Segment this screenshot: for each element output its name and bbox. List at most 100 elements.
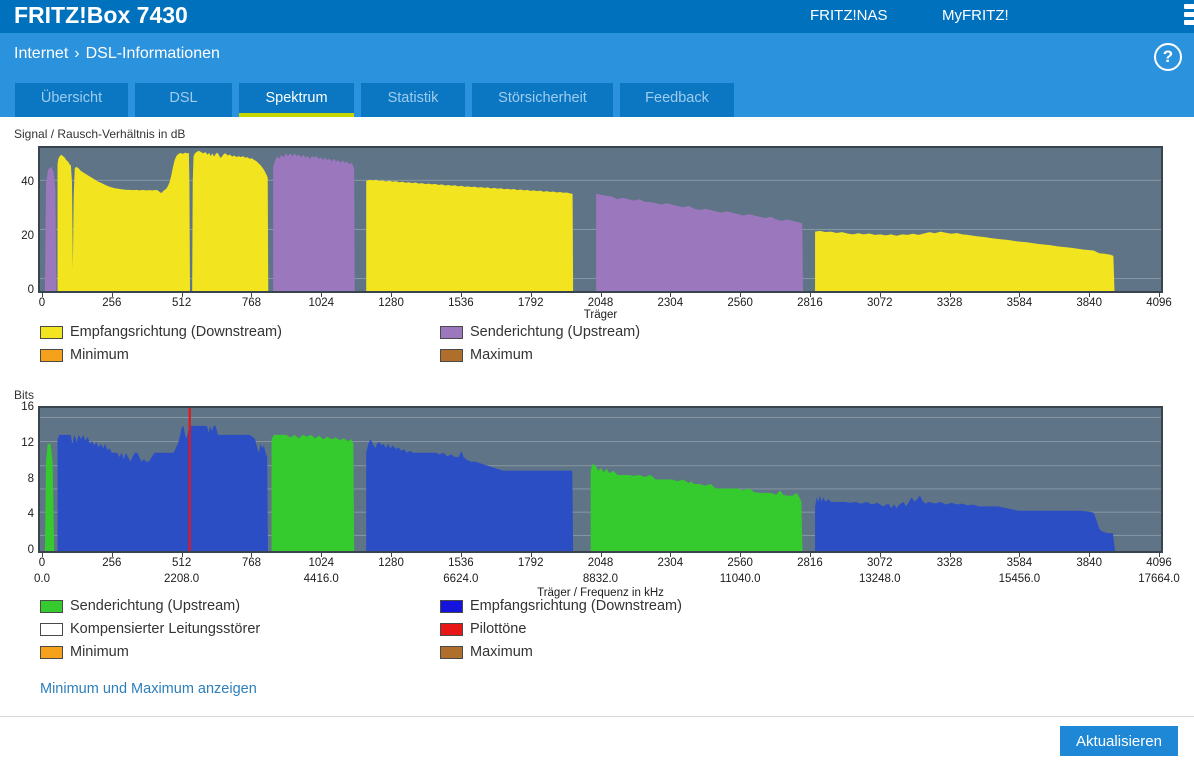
legend-item: Pilottöne — [440, 621, 880, 637]
legend-label: Minimum — [70, 347, 129, 363]
hamburger-menu-icon[interactable] — [1184, 4, 1194, 30]
x-tick-label: 4096 — [1127, 297, 1191, 309]
legend-item: Empfangsrichtung (Downstream) — [40, 324, 440, 340]
series-empfangsrichtung-downstream- — [815, 231, 1114, 291]
series-empfangsrichtung-downstream- — [366, 439, 573, 551]
tab-statistik[interactable]: Statistik — [361, 83, 465, 117]
refresh-button[interactable]: Aktualisieren — [1060, 726, 1178, 756]
x-tick-label: 1536 — [429, 297, 493, 309]
x-tick-label: 512 — [150, 557, 214, 569]
x-tick-label: 1024 — [289, 557, 353, 569]
legend-item: Kompensierter Leitungsstörer — [40, 621, 440, 637]
snr-chart — [38, 146, 1163, 293]
series-senderichtung-upstream- — [272, 435, 355, 551]
x-tick-label: 1024 — [289, 297, 353, 309]
tab-uebersicht[interactable]: Übersicht — [15, 83, 128, 117]
series-senderichtung-upstream- — [273, 153, 355, 291]
x-tick-label: 3840 — [1057, 297, 1121, 309]
snr-chart-legend: Empfangsrichtung (Downstream) Senderichtu… — [40, 324, 880, 363]
x-tick-label: 768 — [219, 297, 283, 309]
legend-item: Maximum — [440, 644, 880, 660]
legend-swatch — [40, 600, 63, 613]
x-tick-label: 3328 — [918, 557, 982, 569]
bits-chart — [38, 406, 1163, 553]
x-tick-label: 1792 — [499, 297, 563, 309]
y-tick-label: 0 — [6, 544, 34, 556]
series-empfangsrichtung-downstream- — [58, 151, 269, 291]
x-tick-khz-label: 6624.0 — [429, 573, 493, 585]
x-tick-khz-label: 2208.0 — [150, 573, 214, 585]
x-tick-label: 2816 — [778, 297, 842, 309]
legend-swatch — [440, 623, 463, 636]
sub-header-bar: Internet › DSL-Informationen ? ÜbersichtDS… — [0, 33, 1194, 117]
y-tick-label: 40 — [6, 176, 34, 188]
x-tick-label: 0 — [10, 297, 74, 309]
fritznas-link[interactable]: FRITZ!NAS — [810, 7, 888, 24]
legend-swatch — [440, 646, 463, 659]
x-tick-label: 2560 — [708, 297, 772, 309]
legend-item: Minimum — [40, 347, 440, 363]
x-tick-label: 2304 — [638, 557, 702, 569]
x-tick-label: 0 — [10, 557, 74, 569]
myfritz-link[interactable]: MyFRITZ! — [942, 7, 1009, 24]
app-title: FRITZ!Box 7430 — [14, 2, 188, 29]
y-tick-label: 0 — [6, 284, 34, 296]
x-tick-label: 2048 — [569, 297, 633, 309]
series-senderichtung-upstream- — [591, 463, 803, 551]
y-tick-label: 12 — [6, 437, 34, 449]
breadcrumb: Internet › DSL-Informationen — [14, 45, 220, 63]
tab-bar: ÜbersichtDSLSpektrumStatistikStörsicherh… — [15, 83, 734, 117]
legend-label: Maximum — [470, 644, 533, 660]
x-axis-label: Träger / Frequenz in kHz — [38, 587, 1163, 599]
top-header-bar: FRITZ!Box 7430 FRITZ!NAS MyFRITZ! — [0, 0, 1194, 33]
x-tick-khz-label: 13248.0 — [848, 573, 912, 585]
series-empfangsrichtung-downstream- — [58, 426, 268, 551]
tab-stoersicherheit[interactable]: Störsicherheit — [472, 83, 613, 117]
x-tick-khz-label: 15456.0 — [987, 573, 1051, 585]
series-empfangsrichtung-downstream- — [815, 496, 1115, 551]
show-minmax-link[interactable]: Minimum und Maximum anzeigen — [40, 681, 257, 697]
help-icon[interactable]: ? — [1154, 43, 1182, 71]
legend-label: Senderichtung (Upstream) — [470, 324, 640, 340]
y-tick-label: 4 — [6, 508, 34, 520]
tab-dsl[interactable]: DSL — [135, 83, 232, 117]
legend-label: Maximum — [470, 347, 533, 363]
legend-item: Maximum — [440, 347, 880, 363]
series-empfangsrichtung-downstream- — [366, 180, 573, 291]
breadcrumb-page: DSL-Informationen — [86, 45, 220, 62]
legend-item: Empfangsrichtung (Downstream) — [440, 598, 880, 614]
bits-chart-legend: Senderichtung (Upstream)Empfangsrichtung… — [40, 598, 880, 660]
x-tick-khz-label: 8832.0 — [569, 573, 633, 585]
footer-divider — [0, 716, 1194, 717]
spektrum-content: Signal / Rausch-Verhältnis in dB Empfang… — [0, 117, 1194, 760]
x-axis-label: Träger — [38, 309, 1163, 321]
breadcrumb-separator-icon: › — [74, 45, 79, 62]
x-tick-khz-label: 17664.0 — [1127, 573, 1191, 585]
x-tick-label: 512 — [150, 297, 214, 309]
x-tick-label: 3328 — [918, 297, 982, 309]
x-tick-label: 3584 — [987, 297, 1051, 309]
x-tick-khz-label: 11040.0 — [708, 573, 772, 585]
legend-label: Pilottöne — [470, 621, 526, 637]
x-tick-label: 1280 — [359, 297, 423, 309]
tab-feedback[interactable]: Feedback — [620, 83, 734, 117]
y-tick-label: 8 — [6, 473, 34, 485]
legend-label: Minimum — [70, 644, 129, 660]
series-senderichtung-upstream- — [45, 167, 56, 291]
x-tick-label: 1792 — [499, 557, 563, 569]
legend-swatch — [40, 326, 63, 339]
x-tick-label: 3584 — [987, 557, 1051, 569]
legend-label: Empfangsrichtung (Downstream) — [70, 324, 282, 340]
y-tick-label: 16 — [6, 401, 34, 413]
x-tick-label: 1280 — [359, 557, 423, 569]
legend-swatch — [40, 623, 63, 636]
legend-swatch — [440, 600, 463, 613]
x-tick-label: 2048 — [569, 557, 633, 569]
series-senderichtung-upstream- — [45, 444, 54, 551]
legend-item: Senderichtung (Upstream) — [440, 324, 880, 340]
breadcrumb-section[interactable]: Internet — [14, 45, 68, 62]
legend-swatch — [440, 326, 463, 339]
y-tick-label: 20 — [6, 230, 34, 242]
x-tick-label: 768 — [219, 557, 283, 569]
tab-spektrum[interactable]: Spektrum — [239, 83, 354, 117]
